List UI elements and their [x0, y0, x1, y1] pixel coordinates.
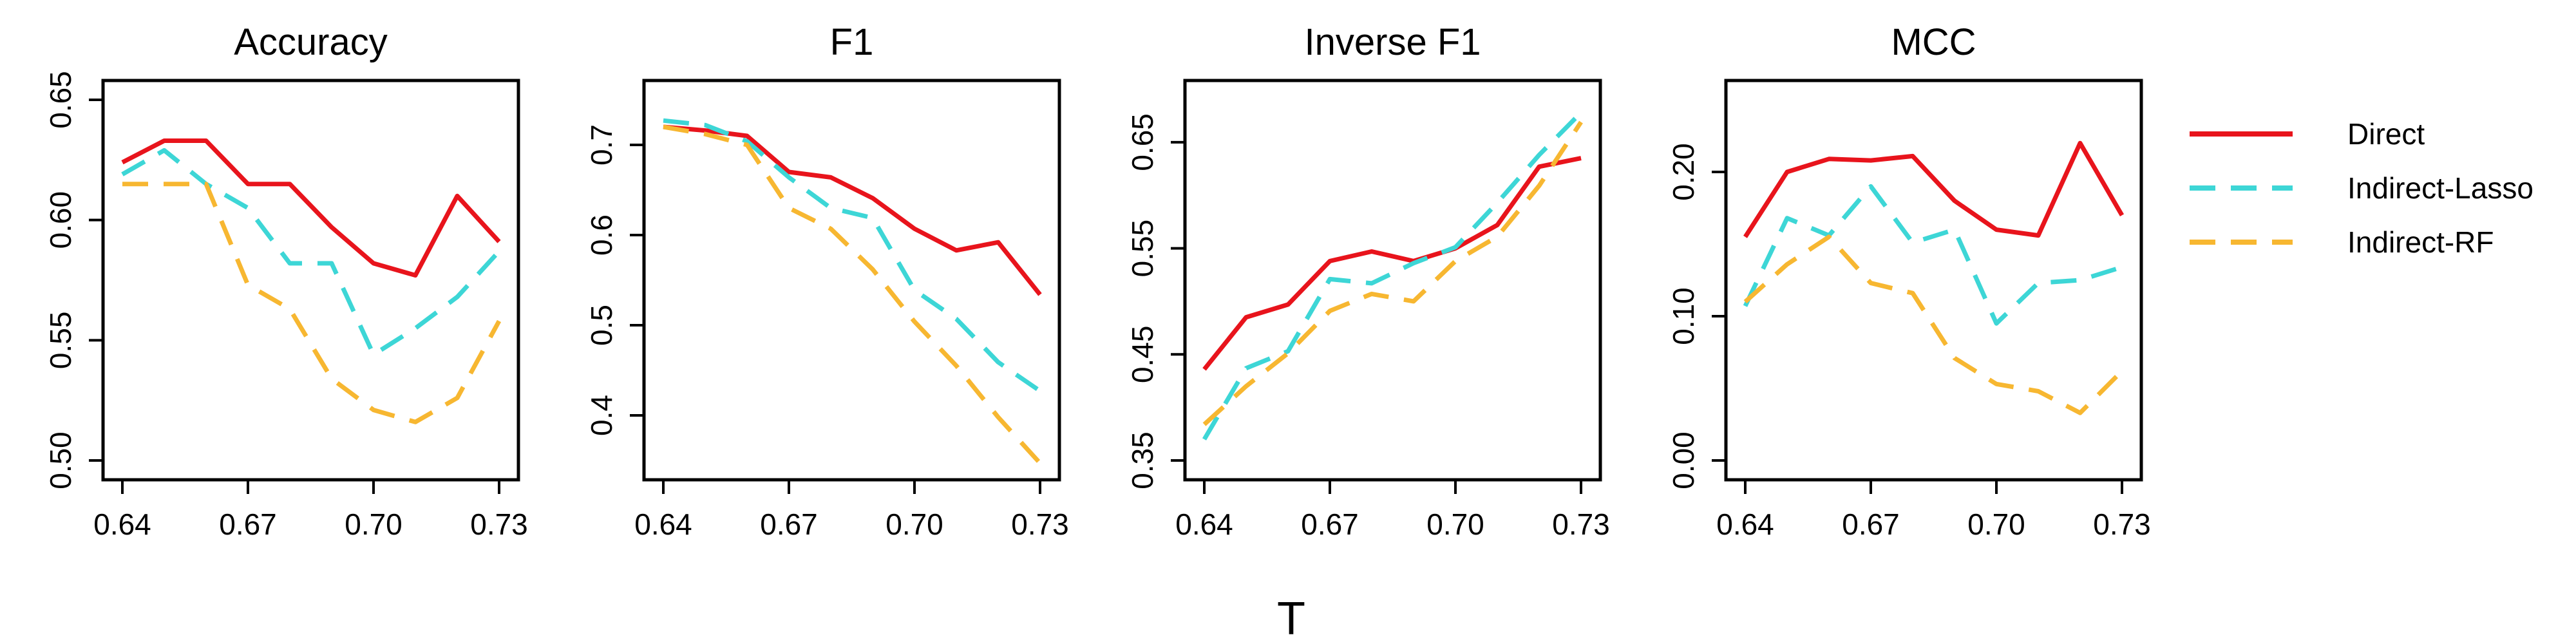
- series-line-indirect-rf-f1: [663, 124, 1042, 465]
- y-tick-label-inverse-f1: 0.35: [1126, 431, 1159, 489]
- panel-title-mcc: MCC: [1891, 21, 1976, 63]
- panel-f1: F1 0.64 0.67 0.70 0.73 0.4 0.5 0.6 0.7: [585, 21, 1069, 541]
- series-line-direct-accuracy: [121, 138, 501, 278]
- series-line-indirect-lasso-inverse-f1: [1202, 111, 1583, 440]
- y-tick-label-f1: 0.7: [585, 124, 618, 166]
- panel-title-accuracy: Accuracy: [234, 21, 388, 63]
- x-tick-label-inverse-f1: 0.70: [1426, 507, 1484, 541]
- y-tick-label-mcc: 0.20: [1667, 143, 1700, 201]
- y-tick-label-mcc: 0.10: [1667, 287, 1700, 345]
- series-line-indirect-rf-inverse-f1: [1202, 120, 1583, 426]
- panel-accuracy: Accuracy 0.64 0.67 0.70 0.73 0.50 0.55 0.60 0.65: [44, 21, 528, 541]
- y-tick-label-accuracy: 0.50: [44, 431, 77, 489]
- panel-title-inverse-f1: Inverse F1: [1305, 21, 1481, 63]
- y-tick-label-accuracy: 0.55: [44, 312, 77, 370]
- series-line-direct-mcc: [1743, 140, 2125, 238]
- panel-inverse-f1: Inverse F1 0.64 0.67 0.70 0.73 0.35 0.45 0.55 0.…: [1126, 21, 1610, 541]
- series-line-indirect-rf-mcc: [1743, 234, 2124, 415]
- legend-label-indirect-rf: Indirect-RF: [2347, 225, 2494, 259]
- x-tick-label-mcc: 0.64: [1716, 507, 1774, 541]
- x-tick-label-f1: 0.73: [1011, 507, 1069, 541]
- legend: Direct Indirect-Lasso Indirect-RF: [2190, 117, 2533, 259]
- x-tick-label-inverse-f1: 0.73: [1552, 507, 1610, 541]
- panels: Accuracy 0.64 0.67 0.70 0.73 0.50 0.55 0.60 0.65…: [44, 21, 2151, 541]
- legend-label-direct: Direct: [2347, 117, 2425, 151]
- series-line-indirect-lasso-accuracy: [121, 147, 501, 357]
- x-tick-label-mcc: 0.73: [2093, 507, 2151, 541]
- plot-frame-accuracy: [101, 79, 520, 482]
- x-tick-label-f1: 0.64: [634, 507, 692, 541]
- plot-frame-mcc: [1724, 79, 2143, 482]
- y-tick-label-f1: 0.6: [585, 214, 618, 256]
- y-tick-label-f1: 0.4: [585, 395, 618, 436]
- x-tick-label-accuracy: 0.67: [219, 507, 277, 541]
- series-line-indirect-lasso-f1: [663, 118, 1041, 393]
- x-tick-label-inverse-f1: 0.67: [1301, 507, 1359, 541]
- legend-label-indirect-lasso: Indirect-Lasso: [2347, 171, 2533, 205]
- x-tick-label-accuracy: 0.73: [470, 507, 528, 541]
- x-tick-label-f1: 0.70: [886, 507, 943, 541]
- x-axis-label: T: [1277, 593, 1305, 644]
- y-tick-label-f1: 0.5: [585, 305, 618, 346]
- x-tick-label-mcc: 0.67: [1842, 507, 1900, 541]
- plot-frame-f1: [642, 79, 1061, 482]
- series-line-indirect-lasso-mcc: [1743, 184, 2123, 326]
- y-tick-label-inverse-f1: 0.55: [1126, 220, 1159, 278]
- x-tick-label-inverse-f1: 0.64: [1175, 507, 1233, 541]
- x-tick-label-mcc: 0.70: [1967, 507, 2025, 541]
- y-tick-label-inverse-f1: 0.45: [1126, 326, 1159, 384]
- plot-frame-inverse-f1: [1183, 79, 1602, 482]
- y-tick-label-accuracy: 0.65: [44, 71, 77, 129]
- panel-mcc: MCC 0.64 0.67 0.70 0.73 0.00 0.10 0.20: [1667, 21, 2151, 541]
- x-tick-label-accuracy: 0.70: [345, 507, 402, 541]
- panel-title-f1: F1: [830, 21, 874, 63]
- x-tick-label-f1: 0.67: [760, 507, 818, 541]
- series-line-indirect-rf-accuracy: [122, 182, 502, 424]
- series-line-direct-inverse-f1: [1202, 156, 1582, 371]
- y-tick-label-inverse-f1: 0.65: [1126, 113, 1159, 171]
- x-tick-label-accuracy: 0.64: [93, 507, 151, 541]
- y-tick-label-mcc: 0.00: [1667, 431, 1700, 489]
- y-tick-label-accuracy: 0.60: [44, 191, 77, 249]
